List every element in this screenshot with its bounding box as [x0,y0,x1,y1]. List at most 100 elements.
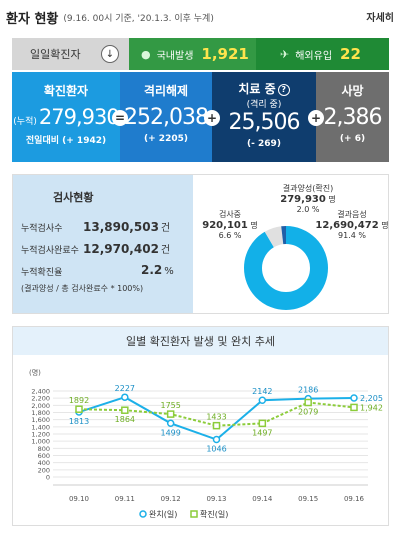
recovered-point [212,435,221,444]
test-note: (결과양성 / 총 검사완료수 * 100%) [21,284,144,293]
confirmed-point [166,410,175,418]
confirmed-data-label: 1,942 [360,403,383,412]
recovered-data-label: 1046 [206,445,226,454]
y-tick-label: 600 [38,452,50,460]
page-subtitle: (9.16. 00시 기준, '20.1.3. 이후 누계) [63,13,214,24]
x-tick-label: 09.13 [206,495,226,503]
deaths-title: 사망 [341,84,364,98]
negative-pct: 91.4 % [338,231,366,240]
help-icon[interactable]: ? [277,83,290,96]
domestic-cell: ● 국내발생 1,921 [129,38,256,70]
deaths-card: 사망 2,386 (+ 6) [316,72,389,162]
test-title: 검사현황 [53,191,94,204]
test-row-value: 12,970,402 [83,242,159,256]
test-stats: 검사현황 누적검사수 13,890,503 건 누적검사완료수 12,970,40… [13,175,193,313]
confirmed-point [350,403,358,412]
legend-confirmed-label[interactable]: 확진(일) [200,509,228,519]
confirmed-point [258,419,267,428]
x-tick-label: 09.10 [69,495,89,503]
test-status-panel: 검사현황 누적검사수 13,890,503 건 누적검사완료수 12,970,40… [12,174,389,314]
recovered-point [350,394,358,402]
testing-title: 검사중 [218,210,242,219]
y-tick-label: 1,400 [31,423,50,431]
domestic-value: 1,921 [201,45,249,63]
confirmed-data-label: 1892 [69,396,89,405]
trend-line-chart: (명) 02004006008001,0001,2001,4001,6001,80… [29,368,383,519]
confirmed-data-label: 1864 [115,415,135,424]
kpi-row: 확진환자 (누적)279,930 전일대비 (+ 1942) = 격리해제 25… [12,72,389,162]
plus-sign: + [308,110,324,126]
y-tick-label: 1,200 [31,431,50,439]
x-tick-label: 09.12 [161,495,181,503]
test-row: 누적확진율 2.2% [21,263,181,278]
legend-recovered-label[interactable]: 완치(일) [149,510,177,519]
legend-confirmed-marker[interactable] [190,510,198,518]
test-row-label: 누적확진율 [21,268,63,278]
legend-recovered-marker[interactable] [139,510,147,518]
daily-confirmed-bar: 일일확진자 ↓ ● 국내발생 1,921 ✈ 해외유입 22 [12,38,389,70]
deaths-delta: (+ 6) [339,134,366,144]
testing-pct: 6.6 % [218,231,242,240]
domestic-label: 국내발생 [156,50,194,62]
daily-label: 일일확진자 [30,48,81,61]
positive-unit: 명 [328,195,336,204]
recovered-data-label: 2142 [252,387,272,396]
more-link[interactable]: 자세히 [366,13,394,24]
x-tick-label: 09.15 [298,495,318,503]
testing-value: 920,101 [202,220,248,231]
testing-label: 검사중 920,101 명 6.6 % [195,209,265,240]
y-tick-label: 2,000 [31,402,50,410]
recovered-point [258,396,267,404]
confirmed-card: 확진환자 (누적)279,930 전일대비 (+ 1942) = [12,72,128,162]
y-tick-label: 200 [38,466,50,474]
recovered-data-label: 2186 [298,386,318,395]
test-row-unit: 건 [160,245,171,256]
test-row-label: 누적검사수 [21,224,63,234]
testing-unit: 명 [250,221,258,230]
confirmed-point [75,405,83,413]
test-row: 누적검사완료수 12,970,402 건 [21,241,181,256]
positive-title: 결과양성(확진) [282,184,334,193]
recovered-data-label: 1813 [69,417,89,426]
trend-title: 일별 확진환자 발생 및 완치 추세 [13,327,388,355]
treating-delta: (- 269) [247,139,281,149]
trend-panel: 일별 확진환자 발생 및 완치 추세 (명) 0 200 400 600 800 1,000… [12,326,389,526]
overseas-value: 22 [340,45,361,63]
recovered-point [121,393,129,401]
positive-value: 279,930 [280,194,326,205]
treating-card: 치료 중? (격리 중) 25,506 (- 269) + [212,72,324,162]
x-tick-label: 09.14 [252,495,273,503]
confirmed-point [212,421,221,430]
test-row-label: 누적검사완료수 [21,246,79,256]
plus-sign: + [204,110,220,126]
confirmed-point [121,406,129,414]
test-row-value-line: 12,970,402 건 [83,241,170,256]
test-row-value: 2.2 [141,263,163,277]
recovered-data-label: 1499 [160,428,180,437]
test-row-unit: % [164,266,174,277]
overseas-cell: ✈ 해외유입 22 [256,38,389,70]
confirmed-data-label: 2079 [298,408,318,417]
negative-unit: 명 [381,221,389,230]
airplane-icon: ✈ [280,47,290,61]
deaths-value: 2,386 [323,105,383,130]
y-tick-label: 400 [38,459,50,467]
negative-value: 12,690,472 [315,220,379,231]
test-row-value-line: 2.2% [141,263,174,277]
test-row-value-line: 13,890,503 건 [83,219,170,234]
overseas-label: 해외유입 [295,50,333,62]
x-tick-label: 09.16 [344,495,365,503]
page-header: 환자 현황 (9.16. 00시 기준, '20.1.3. 이후 누계) 자세히 [0,0,402,34]
negative-slice [244,226,328,310]
released-card: 격리해제 252,038 (+ 2205) + [120,72,220,162]
confirmed-data-label: 1755 [160,401,180,410]
y-unit-label: (명) [29,368,41,377]
down-arrow-icon[interactable]: ↓ [101,45,119,63]
y-tick-label: 0 [46,474,50,482]
confirmed-point [304,398,312,407]
confirmed-value-line: (누적)279,930 [12,105,120,129]
page-title: 환자 현황 [6,11,59,27]
y-tick-label: 1,600 [31,416,50,424]
negative-title: 결과음성 [337,210,367,219]
treating-value: 25,506 [228,110,301,135]
